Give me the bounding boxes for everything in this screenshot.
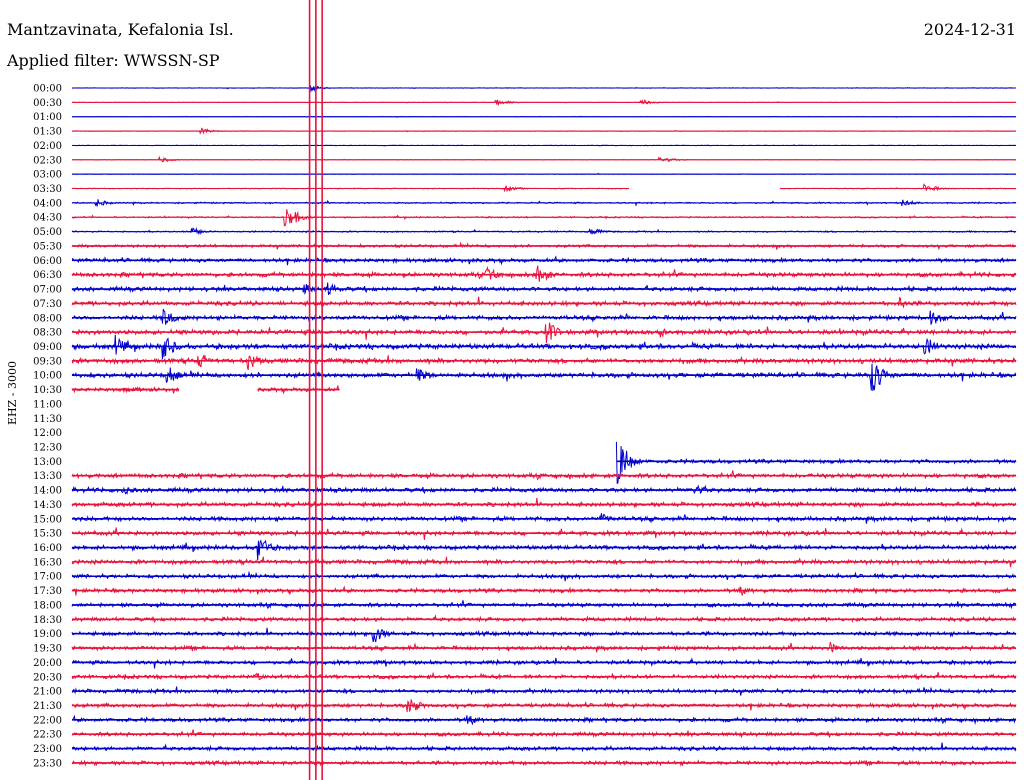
row-time-label: 14:30 xyxy=(33,500,62,511)
trace-row xyxy=(71,627,1017,643)
row-time-label: 10:30 xyxy=(33,385,62,396)
trace-row xyxy=(71,641,1017,653)
row-time-label: 12:00 xyxy=(33,428,62,439)
row-time-label: 04:30 xyxy=(33,213,62,224)
row-time-label: 21:00 xyxy=(33,687,62,698)
row-time-label: 17:30 xyxy=(33,586,62,597)
row-time-label: 20:30 xyxy=(33,672,62,683)
trace-row xyxy=(779,183,1016,192)
row-time-label: 01:00 xyxy=(33,112,62,123)
row-time-label: 03:30 xyxy=(33,184,62,195)
trace-row xyxy=(71,255,1017,266)
row-time-label: 17:00 xyxy=(33,572,62,583)
trace-row xyxy=(71,686,1017,696)
row-time-label: 15:00 xyxy=(33,514,62,525)
seismic-traces xyxy=(71,85,1017,768)
trace-row xyxy=(71,527,1017,540)
row-time-label: 04:00 xyxy=(33,198,62,209)
trace-row xyxy=(71,363,1017,391)
row-time-label: 23:00 xyxy=(33,744,62,755)
row-time-label: 10:00 xyxy=(33,371,62,382)
row-time-label: 01:30 xyxy=(33,127,62,138)
trace-row xyxy=(71,539,1017,561)
row-time-label: 03:00 xyxy=(33,170,62,181)
trace-row xyxy=(71,729,1017,739)
row-time-label: 18:30 xyxy=(33,615,62,626)
row-time-label: 09:30 xyxy=(33,356,62,367)
row-time-label: 07:30 xyxy=(33,299,62,310)
trace-row xyxy=(71,714,1017,726)
trace-row xyxy=(71,742,1017,753)
row-time-label: 23:30 xyxy=(33,758,62,769)
station-title: Mantzavinata, Kefalonia Isl. xyxy=(7,20,234,39)
row-time-label: 09:00 xyxy=(33,342,62,353)
row-time-label: 11:00 xyxy=(33,399,62,410)
row-time-label: 02:00 xyxy=(33,141,62,152)
row-time-label: 07:00 xyxy=(33,285,62,296)
time-tick-labels: 00:00 00:30 01:00 01:30 02:00 02:30 03:00 03:30… xyxy=(33,84,62,770)
row-time-label: 06:00 xyxy=(33,256,62,267)
row-time-label: 16:30 xyxy=(33,557,62,568)
row-time-label: 13:00 xyxy=(33,457,62,468)
row-time-label: 08:00 xyxy=(33,313,62,324)
row-time-label: 05:30 xyxy=(33,241,62,252)
row-time-label: 00:00 xyxy=(33,84,62,95)
marker-lines xyxy=(308,0,323,780)
row-time-label: 22:30 xyxy=(33,730,62,741)
trace-row xyxy=(71,699,1017,713)
row-time-label: 21:30 xyxy=(33,701,62,712)
row-time-label: 22:00 xyxy=(33,715,62,726)
date-label: 2024-12-31 xyxy=(923,20,1016,39)
row-time-label: 20:00 xyxy=(33,658,62,669)
trace-row xyxy=(71,265,1017,282)
row-time-label: 15:30 xyxy=(33,529,62,540)
row-time-label: 05:00 xyxy=(33,227,62,238)
row-time-label: 00:30 xyxy=(33,98,62,109)
trace-row xyxy=(71,470,1017,481)
row-time-label: 08:30 xyxy=(33,328,62,339)
trace-row xyxy=(71,296,1017,309)
row-time-label: 19:00 xyxy=(33,629,62,640)
row-time-label: 13:30 xyxy=(33,471,62,482)
row-time-label: 18:00 xyxy=(33,600,62,611)
trace-row xyxy=(71,308,1017,325)
row-time-label: 12:30 xyxy=(33,443,62,454)
row-time-label: 19:30 xyxy=(33,644,62,655)
trace-row xyxy=(71,497,1017,509)
trace-row xyxy=(71,671,1017,681)
row-time-label: 06:30 xyxy=(33,270,62,281)
trace-row xyxy=(118,386,180,394)
row-time-label: 11:30 xyxy=(33,414,62,425)
row-time-label: 14:00 xyxy=(33,486,62,497)
trace-row xyxy=(71,354,1017,371)
row-time-label: 02:30 xyxy=(33,155,62,166)
row-time-label: 16:00 xyxy=(33,543,62,554)
filter-label: Applied filter: WWSSN-SP xyxy=(7,51,220,70)
